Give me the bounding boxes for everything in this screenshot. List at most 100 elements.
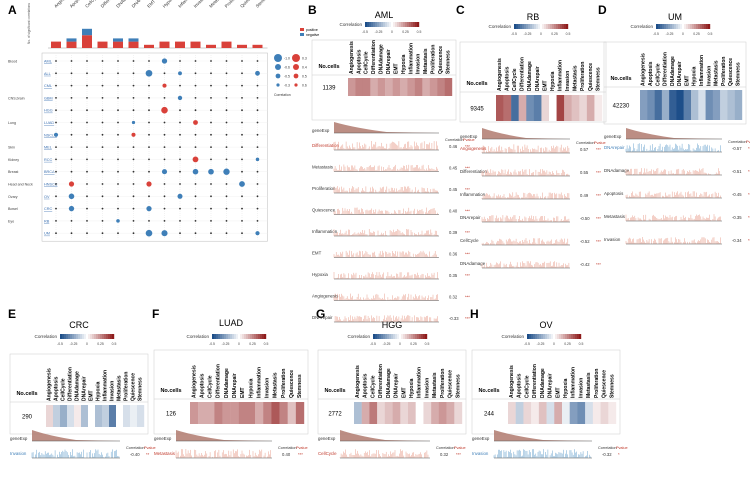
gene-exp-profile [626,128,722,139]
heatmap-cell [116,405,124,427]
cancer-label: HGG [44,109,53,113]
track-bars [333,164,438,172]
correlation-dot [132,170,135,173]
legend-gradient-cell [708,24,711,29]
track-bars [481,238,570,245]
correlation-dot [210,121,212,124]
heatmap-cell [577,402,586,424]
state-column-label: Invasion [265,378,271,398]
bar-positive [190,41,201,48]
state-row-label: Metastasis [154,451,176,456]
correlation-dot [255,70,260,76]
legend-gradient-cell [656,24,659,29]
cell-count: 126 [166,412,177,418]
state-header-label: Hypoxia [162,0,177,9]
legend-gradient-cell [401,22,404,27]
heatmap-cell [538,402,547,424]
correlation-dot [210,72,212,75]
correlation-dot [161,58,168,64]
correlation-dot [68,193,75,200]
bar-negative [82,28,92,36]
state-column-label: Inflammation [699,55,705,86]
legend-gradient-cell [421,334,424,339]
legend-gradient-cell [395,22,398,27]
legend-gradient-cell [692,24,695,29]
heatmap-cell [255,402,264,424]
heatmap-cell [691,90,699,120]
track-bars [333,141,438,150]
state-column-label: Differentiation [520,57,526,91]
heatmap-cell [423,402,432,424]
correlation-dot [132,183,135,185]
size-legend-dot [294,83,298,87]
cancer-label: CRC [44,207,52,211]
legend-gradient-cell [531,334,534,339]
heatmap-cell [354,402,362,424]
gene-exp-profile [334,122,439,133]
legend-gradient-cell [567,334,570,339]
heatmap-cell [88,405,96,427]
legend-positive-swatch [300,28,304,31]
correlation-dot [163,220,166,222]
state-column-label: Proliferation [721,57,727,86]
heatmap-cell [437,78,445,96]
legend-title: Correlation [631,24,654,29]
legend-title: Correlation [340,22,363,27]
correlation-column-header: Correlation [598,446,617,450]
legend-gradient-cell [674,24,677,29]
state-column-label: Metastasis [273,372,279,398]
state-column-label: Invasion [424,378,430,398]
tissue-label: Eye [8,219,14,223]
pvalue-column-header: Pvalue [616,446,628,450]
legend-gradient-cell [254,334,257,339]
correlation-dot [148,158,150,161]
no-cells-header: No.cells [160,388,181,394]
legend-gradient-cell [96,334,99,339]
legend-gradient-cell [228,334,231,339]
heatmap-cell [348,78,356,96]
correlation-dot [148,109,150,112]
correlation-dot [117,207,119,210]
correlation-dot [194,207,197,210]
correlation-dot [256,146,259,149]
panel-a: AngiogenesisApoptosisCellCycleDifferenti… [8,0,319,242]
correlation-dot [131,132,136,137]
legend-gradient-cell [238,334,241,339]
heatmap-cell [515,402,524,424]
correlation-dot [163,121,166,124]
correlation-column-header: Correlation [278,446,297,450]
state-column-label: CellCycle [208,375,214,398]
state-column-label: Proliferation [580,62,586,91]
correlation-dot [210,220,212,222]
legend-positive-label: positive [306,28,318,32]
correlation-dot [225,60,228,62]
correlation-dot [192,168,199,175]
correlation-dot [256,183,259,185]
correlation-dot [132,146,135,149]
table-frame [317,349,467,435]
legend-gradient-cell [393,334,396,339]
legend-tick: -0.25 [375,30,383,34]
correlation-dot [241,84,243,87]
legend-gradient-cell [516,24,519,29]
legend-gradient-cell [425,334,428,339]
correlation-dot [55,97,57,99]
bar-positive [237,44,247,48]
correlation-value: -0.42 [580,262,590,267]
legend-gradient-cell [371,22,374,27]
state-column-label: Quiescence [289,370,295,398]
heatmap-cell [431,402,440,424]
correlation-dot [208,168,214,175]
state-column-label: Hypoxia [248,378,254,398]
correlation-dot [256,207,259,210]
legend-gradient-cell [549,334,552,339]
legend-tick: -0.5 [209,342,215,346]
bar-positive [144,44,154,48]
correlation-dot [210,195,212,198]
state-column-label: EMT [684,75,690,86]
heatmap-cell [123,405,131,427]
legend-gradient-cell [68,334,71,339]
state-column-label: Inflammation [417,367,423,398]
legend-negative-swatch [300,33,304,36]
correlation-dot [194,72,197,75]
